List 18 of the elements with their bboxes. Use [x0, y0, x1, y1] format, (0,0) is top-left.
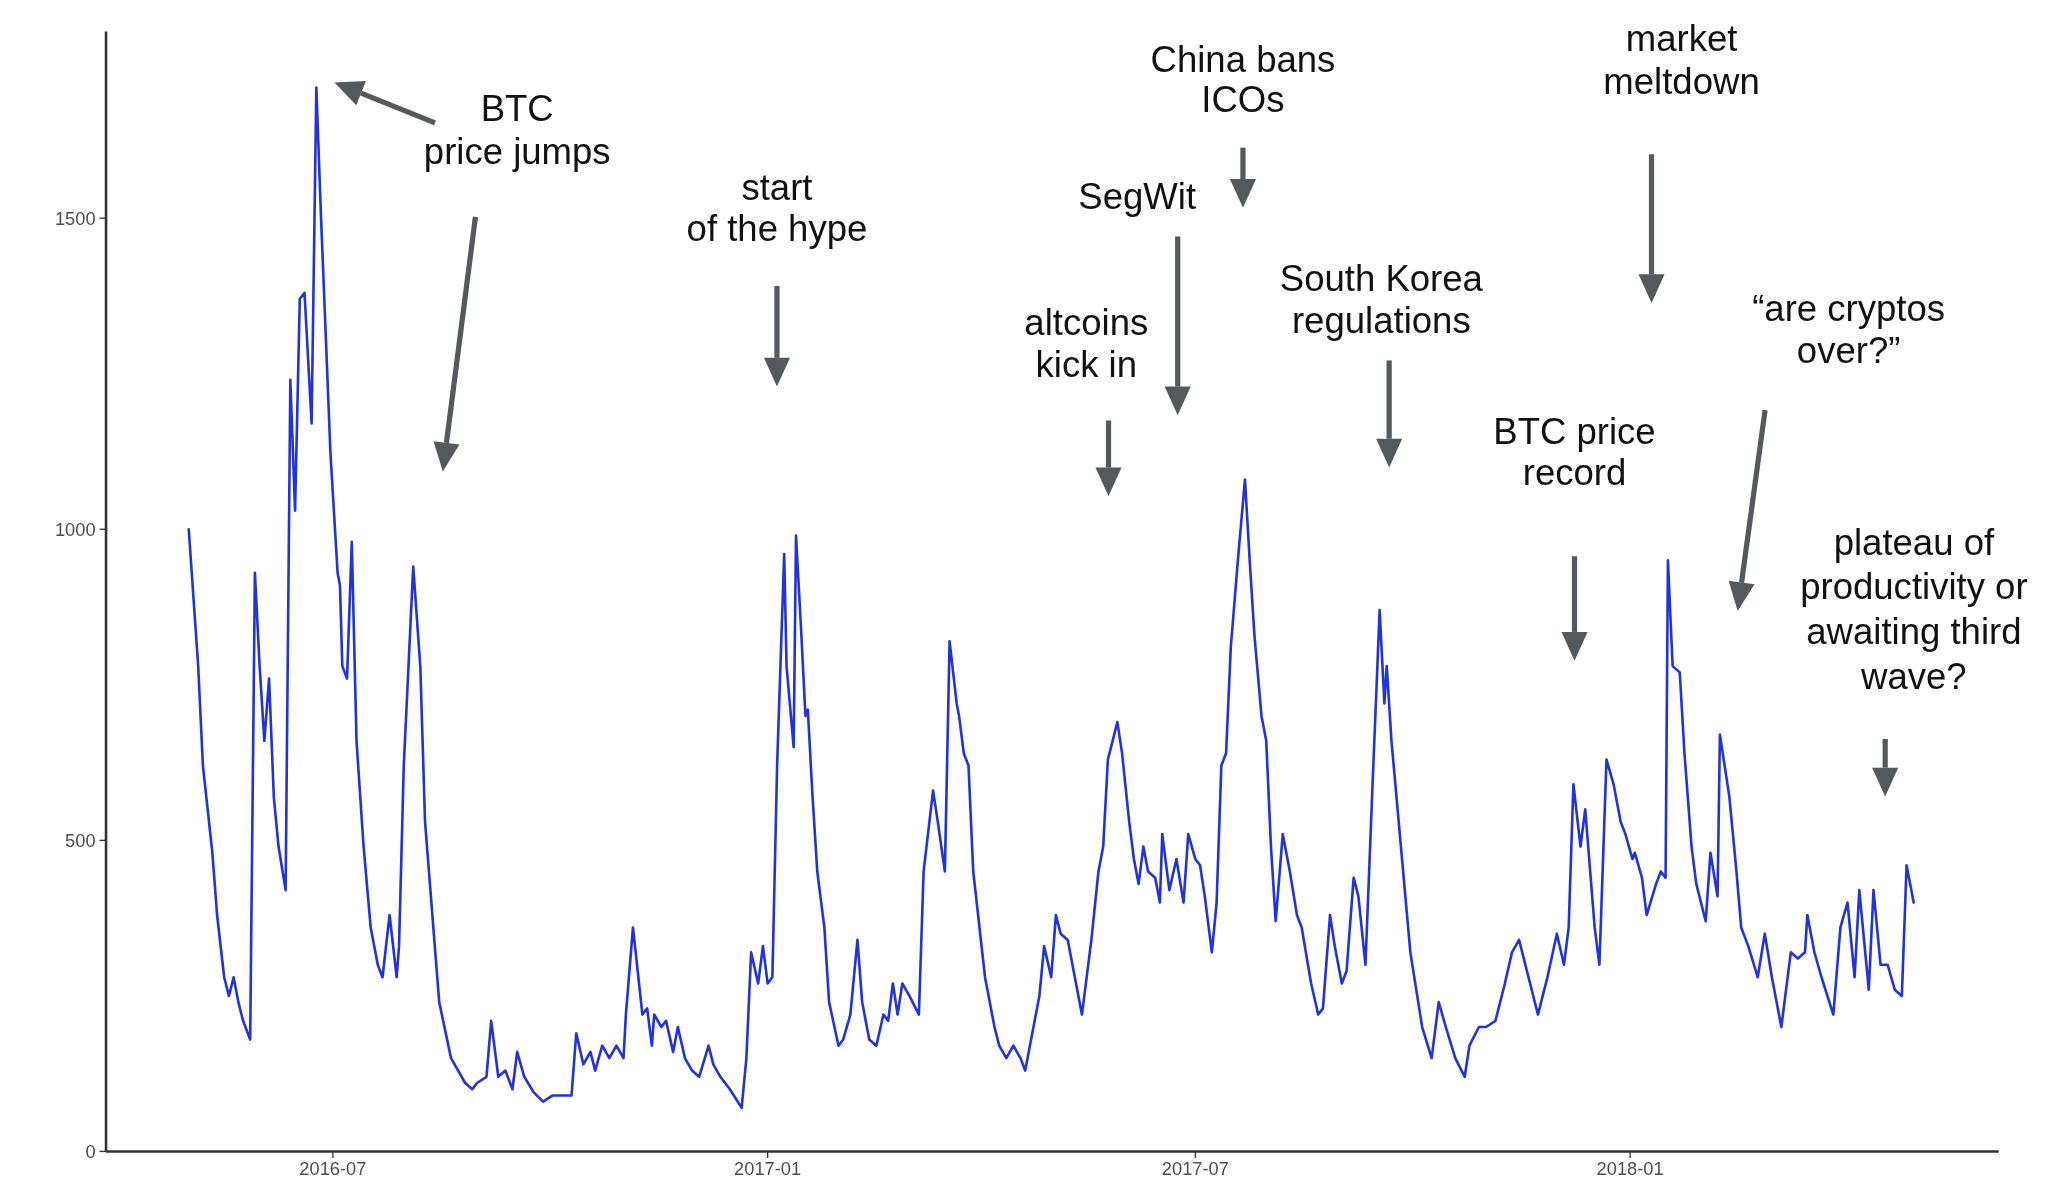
annotation: BTC price record	[1493, 410, 1656, 494]
annotation: altcoins kick in	[1024, 302, 1149, 386]
y-tick-label: 1500	[54, 207, 96, 229]
y-tick-label: 1000	[54, 518, 96, 540]
annotation: SegWit	[1078, 175, 1197, 217]
y-tick-label: 0	[85, 1140, 96, 1162]
annotation: BTC price jumps	[423, 88, 611, 173]
annotation: plateau of productivity or awaiting third wave?	[1800, 521, 2028, 697]
x-tick-label: 2017-01	[734, 1157, 802, 1179]
annotation: “are cryptos over?”	[1752, 288, 1946, 371]
annotation: China bans ICOs	[1150, 38, 1336, 121]
y-tick-label: 500	[65, 829, 96, 851]
annotation: South Korea regulations	[1279, 257, 1484, 341]
x-tick-label: 2017-07	[1161, 1157, 1229, 1179]
x-tick-label: 2018-01	[1596, 1157, 1664, 1179]
x-tick-label: 2016-07	[299, 1157, 367, 1179]
annotation: market meltdown	[1603, 17, 1760, 102]
annotation: start of the hype	[686, 166, 868, 250]
